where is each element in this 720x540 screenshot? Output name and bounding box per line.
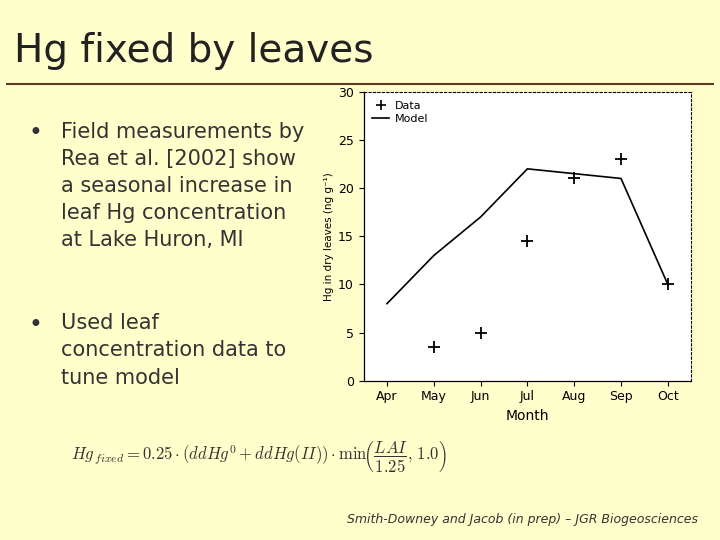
- Text: Hg fixed by leaves: Hg fixed by leaves: [14, 32, 374, 70]
- Legend: Data, Model: Data, Model: [369, 97, 431, 127]
- Text: •: •: [29, 313, 42, 337]
- Text: $Hg_{\,fixed} = 0.25 \cdot (ddHg^0 + ddHg(II)) \cdot \min\!\left(\dfrac{LAI}{1.2: $Hg_{\,fixed} = 0.25 \cdot (ddHg^0 + ddH…: [71, 439, 447, 474]
- Text: •: •: [29, 122, 42, 145]
- Text: Used leaf
concentration data to
tune model: Used leaf concentration data to tune mod…: [61, 313, 287, 388]
- Text: Field measurements by
Rea et al. [2002] show
a seasonal increase in
leaf Hg conc: Field measurements by Rea et al. [2002] …: [61, 122, 305, 251]
- Text: Smith-Downey and Jacob (in prep) – JGR Biogeosciences: Smith-Downey and Jacob (in prep) – JGR B…: [347, 514, 698, 526]
- X-axis label: Month: Month: [505, 409, 549, 423]
- Y-axis label: Hg in dry leaves (ng g⁻¹): Hg in dry leaves (ng g⁻¹): [324, 172, 334, 301]
